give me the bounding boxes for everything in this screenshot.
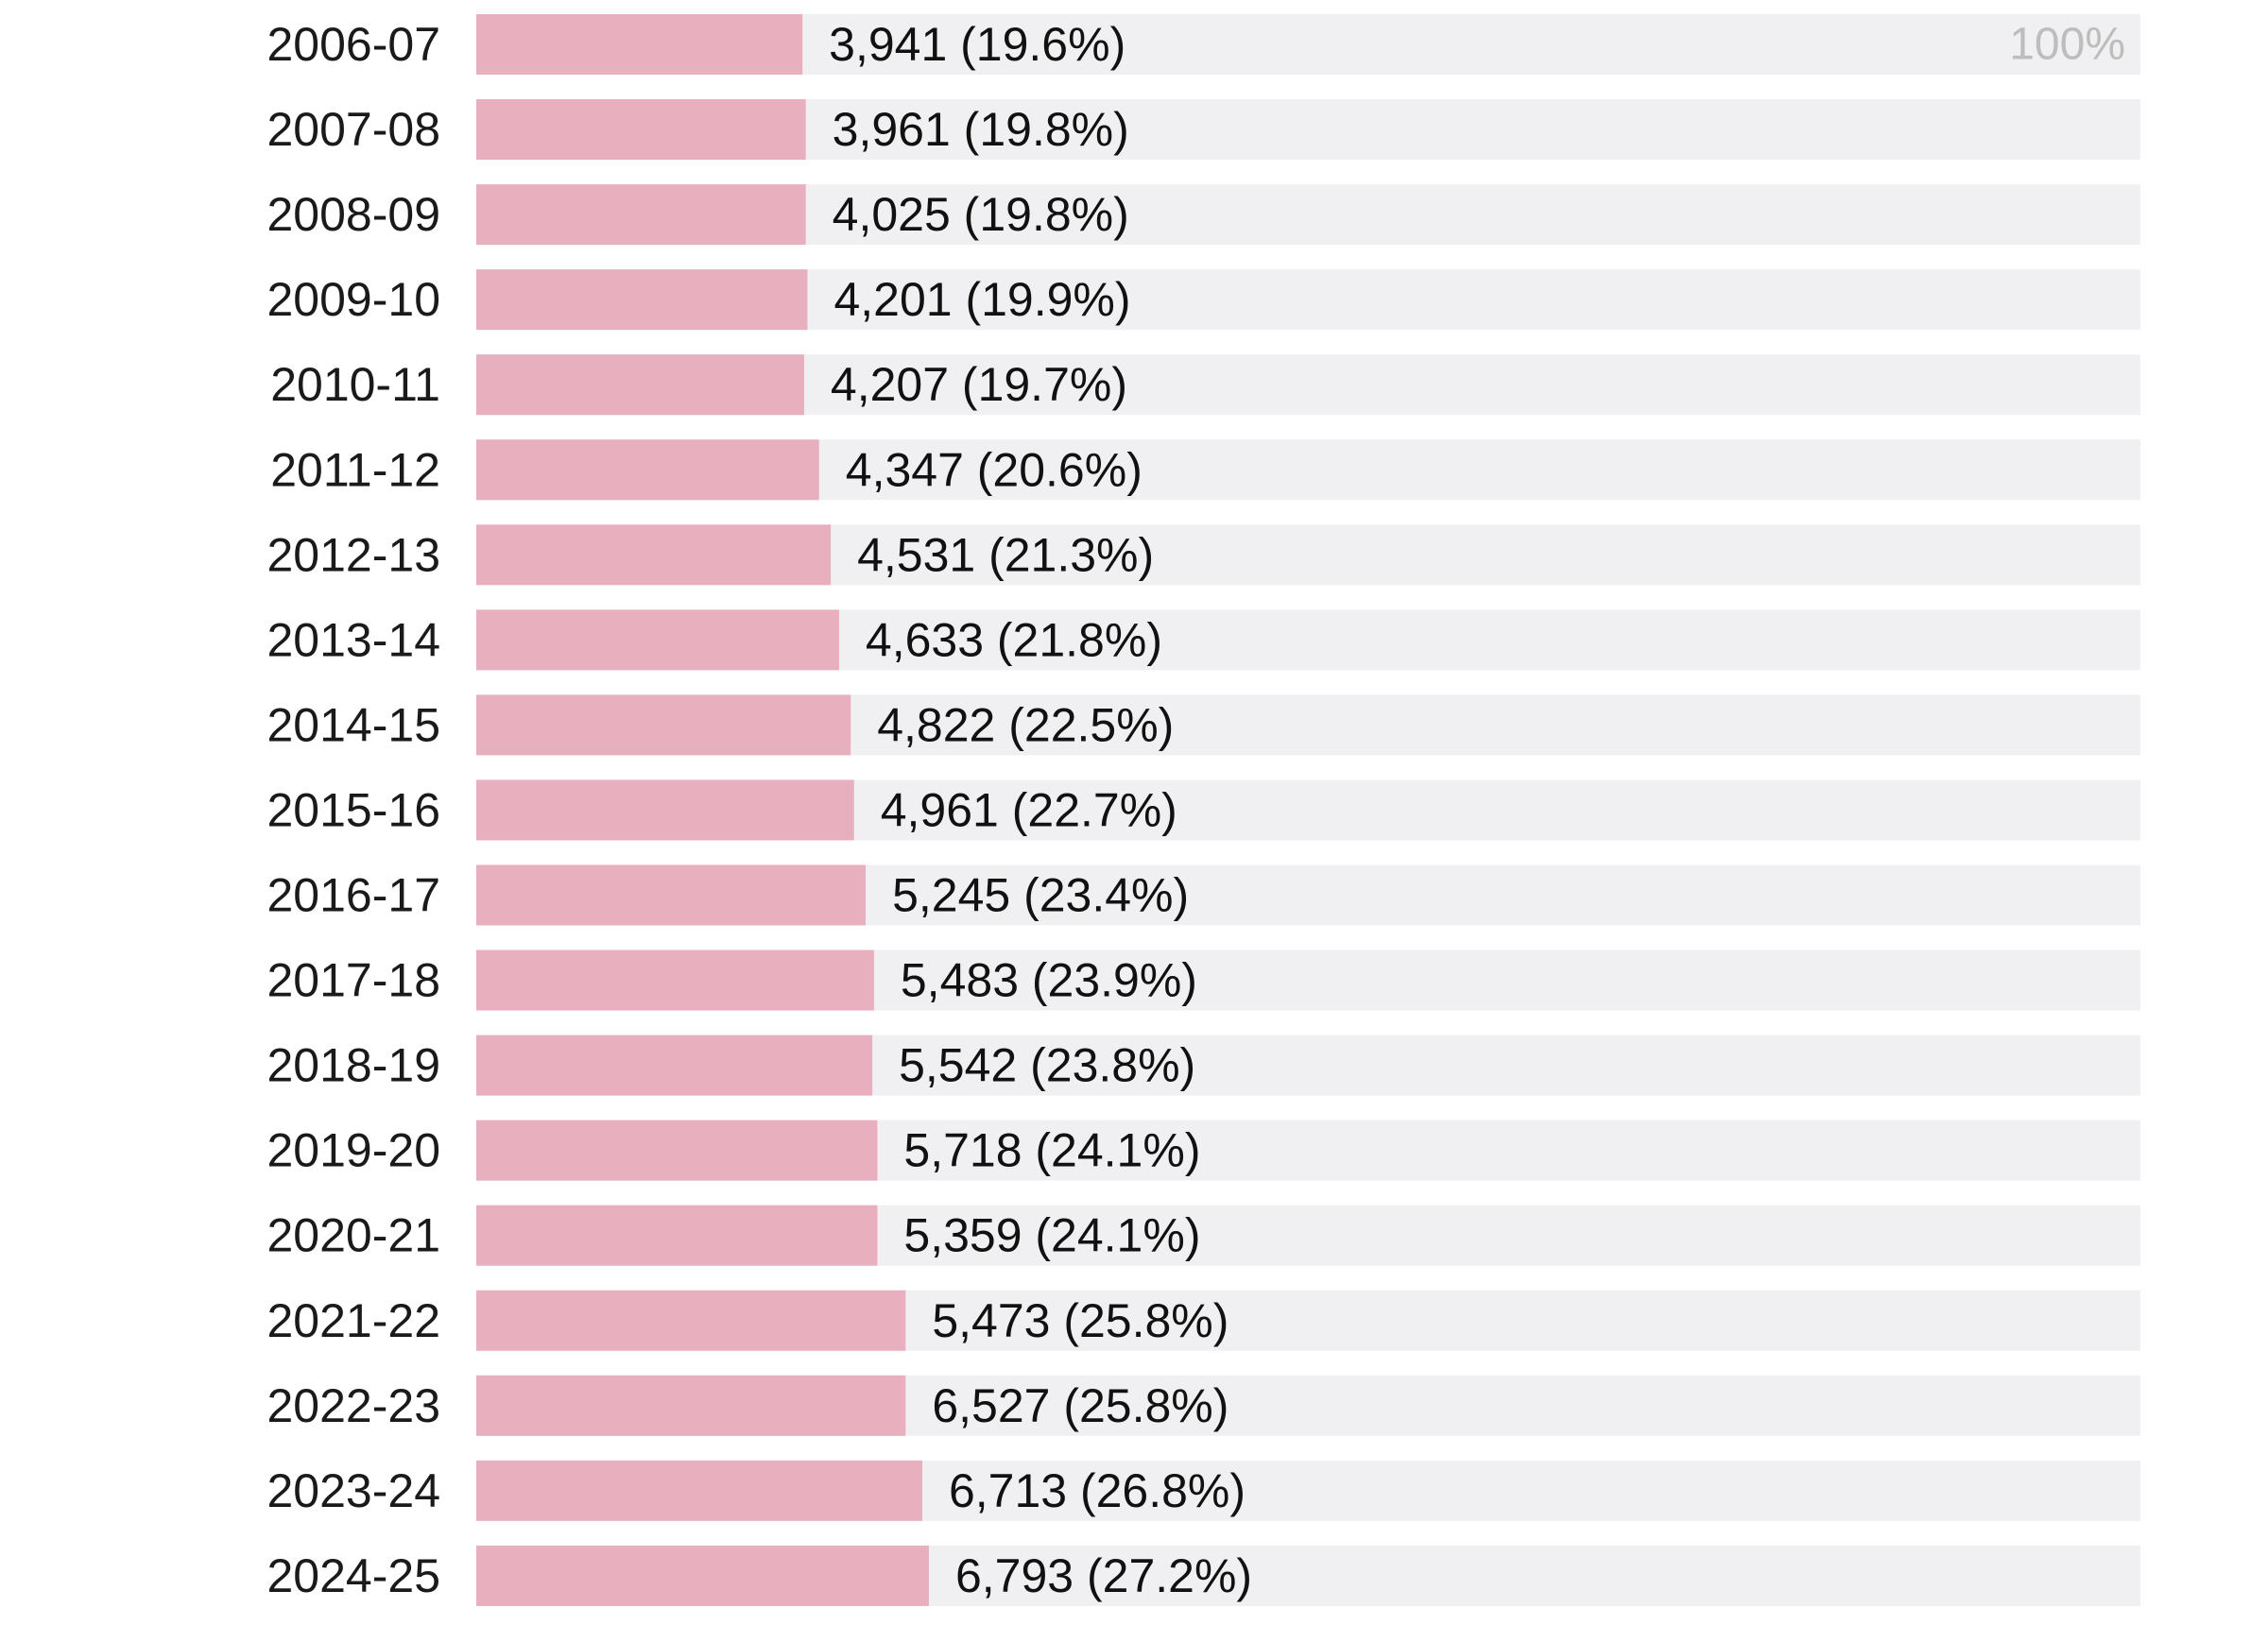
bar	[476, 694, 851, 756]
bar	[476, 14, 803, 75]
data-label: 4,633 (21.8%)	[866, 613, 1162, 666]
category-label: 2024-25	[267, 1549, 441, 1602]
category-label: 2022-23	[267, 1379, 441, 1432]
data-label: 4,822 (22.5%)	[877, 698, 1174, 751]
data-label: 4,961 (22.7%)	[881, 783, 1177, 836]
bar	[476, 1460, 922, 1521]
bar	[476, 1375, 906, 1436]
category-label: 2014-15	[267, 698, 441, 751]
bar	[476, 354, 804, 416]
category-label: 2018-19	[267, 1039, 441, 1092]
bar	[476, 1290, 906, 1351]
bar	[476, 184, 806, 246]
category-label: 2021-22	[267, 1294, 441, 1347]
category-label: 2023-24	[267, 1464, 441, 1517]
bar	[476, 1120, 878, 1181]
data-label: 5,473 (25.8%)	[932, 1294, 1228, 1347]
data-label: 5,718 (24.1%)	[903, 1124, 1200, 1177]
category-label: 2007-08	[267, 103, 441, 156]
bar	[476, 99, 806, 161]
max-scale-label: 100%	[2009, 20, 2125, 70]
data-label: 5,483 (23.9%)	[901, 954, 1197, 1007]
category-label: 2017-18	[267, 954, 441, 1007]
bar	[476, 1035, 873, 1096]
bar	[476, 1205, 878, 1266]
data-label: 3,961 (19.8%)	[833, 103, 1129, 156]
data-label: 6,527 (25.8%)	[932, 1379, 1228, 1432]
category-label: 2010-11	[270, 358, 440, 411]
data-label: 4,207 (19.7%)	[831, 358, 1127, 411]
category-label: 2020-21	[267, 1209, 441, 1262]
data-label: 6,793 (27.2%)	[955, 1549, 1252, 1602]
bar	[476, 1545, 929, 1606]
bar	[476, 609, 839, 671]
data-label: 4,531 (21.3%)	[857, 528, 1154, 581]
data-label: 6,713 (26.8%)	[949, 1464, 1246, 1517]
bar	[476, 949, 874, 1011]
category-label: 2013-14	[267, 613, 441, 666]
category-label: 2008-09	[267, 188, 441, 241]
data-label: 5,245 (23.4%)	[892, 869, 1189, 922]
category-label: 2006-07	[267, 18, 441, 71]
category-label: 2015-16	[267, 783, 441, 836]
data-label: 5,542 (23.8%)	[899, 1039, 1195, 1092]
bar	[476, 524, 832, 586]
category-label: 2009-10	[267, 273, 441, 326]
data-label: 4,347 (20.6%)	[846, 443, 1143, 496]
bar	[476, 439, 819, 501]
data-label: 4,201 (19.9%)	[833, 273, 1130, 326]
bar	[476, 269, 808, 331]
data-label: 4,025 (19.8%)	[833, 188, 1129, 241]
data-label: 3,941 (19.6%)	[829, 18, 1125, 71]
bar	[476, 779, 854, 841]
data-label: 5,359 (24.1%)	[903, 1209, 1200, 1262]
bar	[476, 864, 867, 926]
category-label: 2016-17	[267, 869, 441, 922]
category-label: 2019-20	[267, 1124, 441, 1177]
category-label: 2011-12	[270, 443, 440, 496]
category-label: 2012-13	[267, 528, 441, 581]
